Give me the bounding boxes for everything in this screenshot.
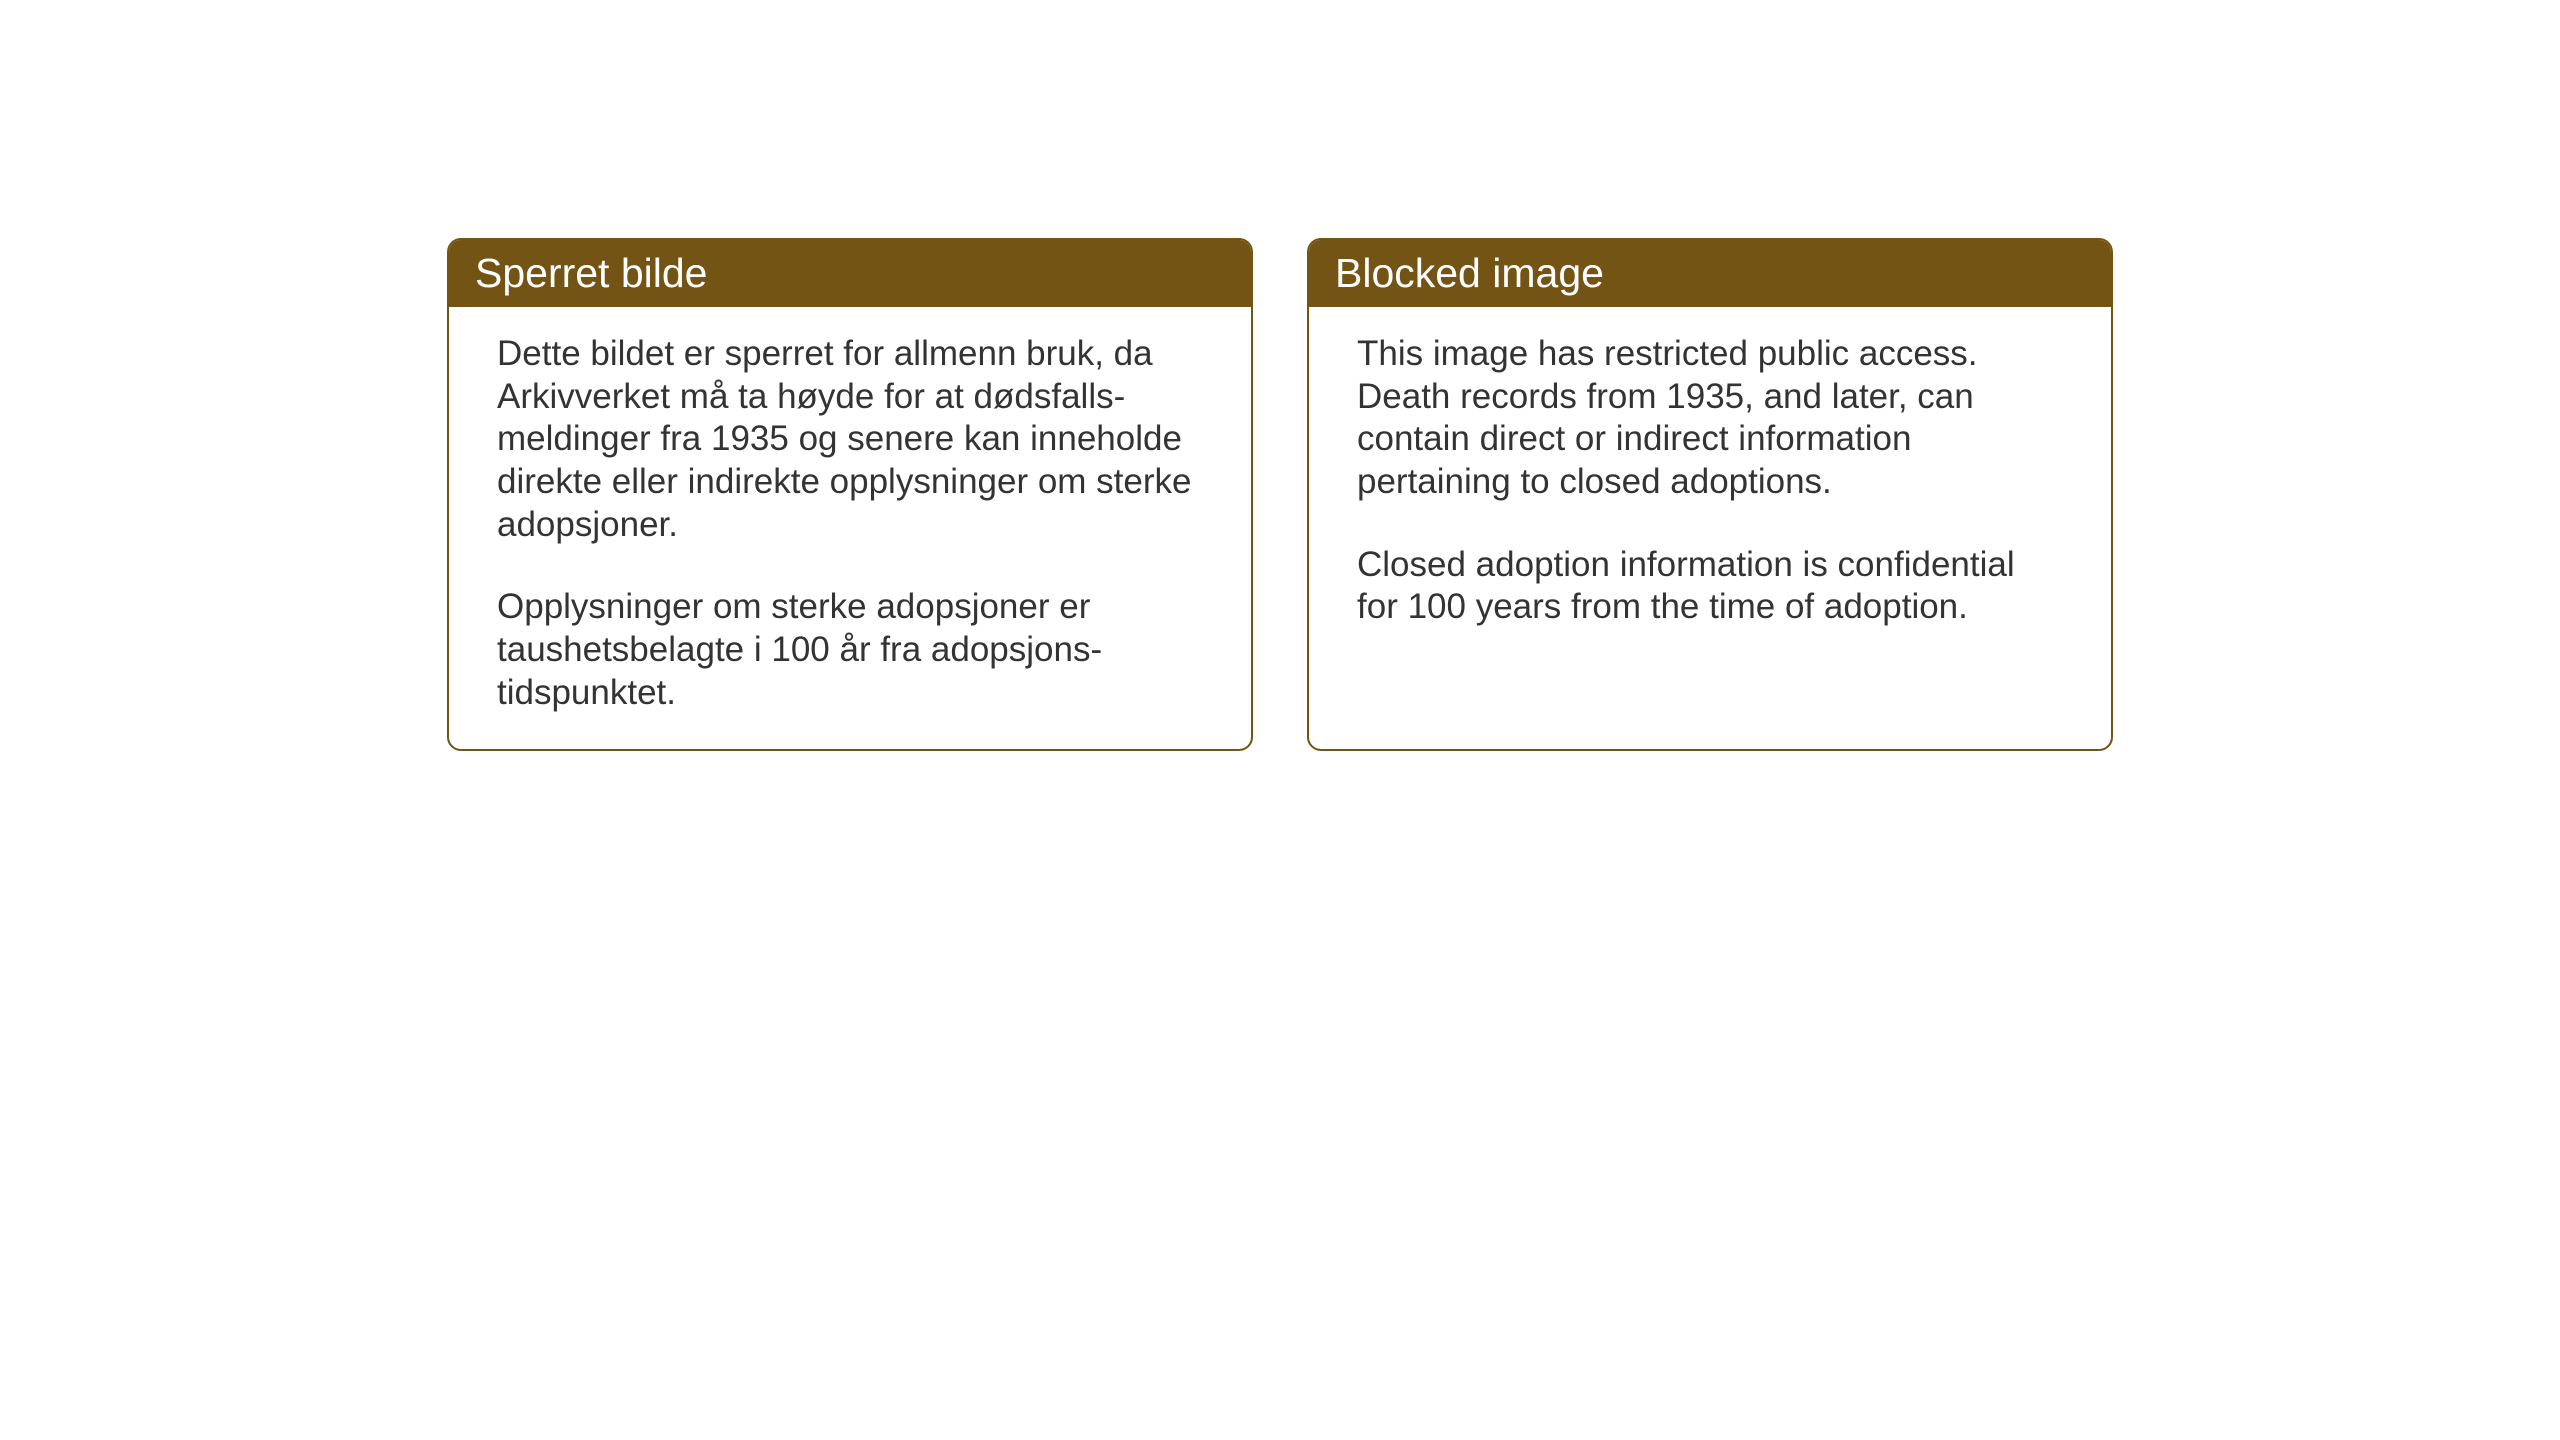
notice-paragraph-1-english: This image has restricted public access.… <box>1357 333 2063 504</box>
notice-header-english: Blocked image <box>1309 240 2111 307</box>
notice-paragraph-2-norwegian: Opplysninger om sterke adopsjoner er tau… <box>497 586 1203 714</box>
notice-card-norwegian: Sperret bilde Dette bildet er sperret fo… <box>447 238 1253 751</box>
notice-paragraph-2-english: Closed adoption information is confident… <box>1357 544 2063 629</box>
notice-header-norwegian: Sperret bilde <box>449 240 1251 307</box>
notice-card-english: Blocked image This image has restricted … <box>1307 238 2113 751</box>
notice-container: Sperret bilde Dette bildet er sperret fo… <box>447 238 2113 751</box>
notice-paragraph-1-norwegian: Dette bildet er sperret for allmenn bruk… <box>497 333 1203 546</box>
notice-body-english: This image has restricted public access.… <box>1309 307 2111 734</box>
notice-body-norwegian: Dette bildet er sperret for allmenn bruk… <box>449 307 1251 749</box>
